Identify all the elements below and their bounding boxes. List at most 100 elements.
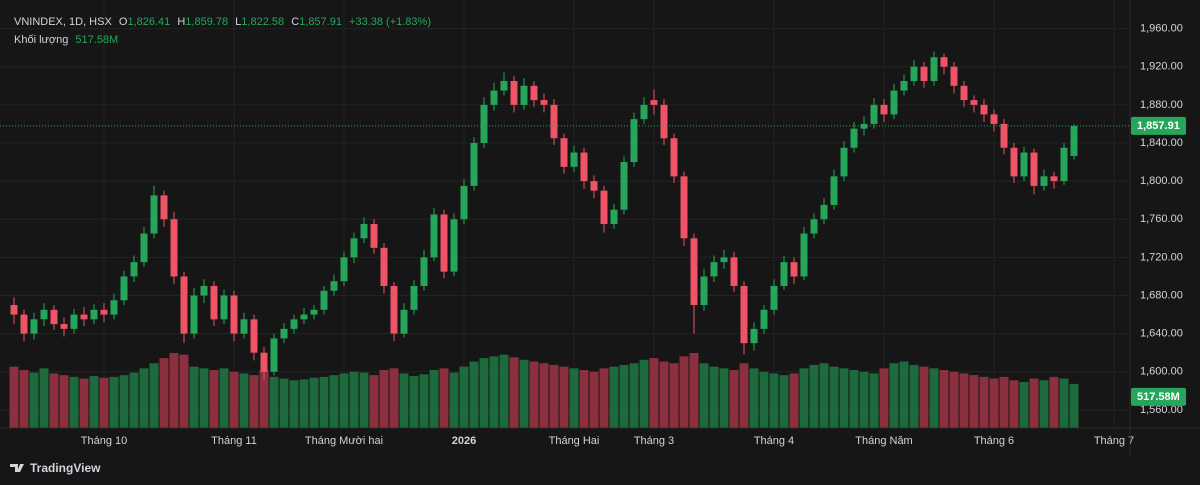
candle-body xyxy=(480,104,488,143)
candle-body xyxy=(1050,176,1058,182)
volume-bar xyxy=(569,368,579,428)
candle-body xyxy=(530,85,538,101)
candle-body xyxy=(150,195,158,234)
candle-body xyxy=(820,204,828,220)
volume-bar xyxy=(929,368,939,428)
volume-bar xyxy=(699,363,709,428)
volume-bar xyxy=(79,378,89,428)
x-tick-label: 2026 xyxy=(452,435,476,447)
volume-bar xyxy=(429,370,439,428)
volume-bar xyxy=(379,370,389,428)
volume-bar xyxy=(849,370,859,428)
volume-bar xyxy=(369,375,379,428)
candle-body xyxy=(840,147,848,177)
candle-body xyxy=(440,214,448,272)
volume-bar xyxy=(649,358,659,428)
candle-body xyxy=(490,90,498,105)
volume-bar xyxy=(779,375,789,428)
candle-body xyxy=(450,219,458,272)
candle-body xyxy=(160,195,168,220)
candle-body xyxy=(700,276,708,306)
volume-bar xyxy=(329,375,339,428)
volume-bar xyxy=(269,376,279,428)
candle-body xyxy=(300,314,308,320)
volume-bar xyxy=(899,361,909,428)
l-value: 1,822.58 xyxy=(241,16,284,28)
volume-bar xyxy=(809,364,819,428)
x-tick-label: Tháng 7 xyxy=(1094,435,1134,447)
volume-bar xyxy=(549,364,559,428)
candle-body xyxy=(800,233,808,277)
candle-body xyxy=(520,85,528,105)
h-value: 1,859.78 xyxy=(185,16,228,28)
volume-layer xyxy=(9,353,1079,428)
c-value: 1,857.91 xyxy=(299,16,342,28)
y-tick-label: 1,920.00 xyxy=(1140,61,1183,73)
o-label: O xyxy=(119,16,128,28)
symbol: VNINDEX, 1D, HSX xyxy=(14,16,112,28)
volume-bar xyxy=(49,373,59,428)
y-tick-label: 1,600.00 xyxy=(1140,366,1183,378)
volume-bar xyxy=(619,364,629,428)
volume-bar xyxy=(499,354,509,428)
volume-bar xyxy=(889,363,899,428)
candle-body xyxy=(990,114,998,124)
candle-body xyxy=(190,295,198,334)
volume-bar xyxy=(659,361,669,428)
volume-bar xyxy=(109,376,119,428)
candle-body xyxy=(50,309,58,325)
candle-body xyxy=(170,219,178,277)
y-tick-label: 1,560.00 xyxy=(1140,404,1183,416)
volume-bar xyxy=(759,371,769,428)
volume-bar xyxy=(689,353,699,428)
candle-body xyxy=(610,209,618,225)
volume-bar xyxy=(509,357,519,428)
candle-body xyxy=(670,138,678,177)
volume-bar xyxy=(149,363,159,428)
volume-bar xyxy=(39,368,49,428)
candle-body xyxy=(500,81,508,91)
volume-bar xyxy=(19,370,29,428)
candle-body xyxy=(400,309,408,334)
candle-body xyxy=(350,238,358,258)
candle-body xyxy=(220,295,228,320)
candle-body xyxy=(120,276,128,301)
volume-bar xyxy=(119,375,129,428)
volume-bar xyxy=(859,371,869,428)
volume-bar xyxy=(629,363,639,428)
volume-bar xyxy=(249,375,259,428)
c-label: C xyxy=(291,16,299,28)
candle-layer xyxy=(10,51,1078,380)
candle-body xyxy=(100,309,108,315)
volume-bar xyxy=(979,376,989,428)
logo[interactable]: TradingView xyxy=(10,461,101,475)
volume-bar xyxy=(769,373,779,428)
candle-body xyxy=(760,309,768,329)
candle-body xyxy=(110,300,118,315)
x-tick-label: Tháng 4 xyxy=(754,435,794,447)
candle-body xyxy=(550,104,558,139)
volume-bar xyxy=(999,376,1009,428)
volume-bar xyxy=(579,370,589,428)
volume-bar xyxy=(959,373,969,428)
x-tick-label: Tháng 10 xyxy=(81,435,127,447)
candle-body xyxy=(810,219,818,234)
candle-body xyxy=(360,224,368,239)
x-tick-label: Tháng Hai xyxy=(549,435,600,447)
volume-bar xyxy=(709,366,719,428)
volume-bar xyxy=(1039,380,1049,428)
volume-bar xyxy=(949,371,959,428)
candle-body xyxy=(470,142,478,186)
y-tick-label: 1,680.00 xyxy=(1140,289,1183,301)
candle-body xyxy=(270,338,278,372)
volume-bar xyxy=(219,368,229,428)
volume-legend: Khối lượng 517.58M xyxy=(14,34,118,46)
candle-body xyxy=(950,66,958,86)
candle-body xyxy=(540,100,548,105)
candle-body xyxy=(750,328,758,344)
axis-layer: 1,560.00 1,600.00 1,640.00 1,680.00 1,720.00… xyxy=(0,0,1200,455)
volume-bar xyxy=(139,368,149,428)
candle-body xyxy=(920,66,928,82)
volume-bar xyxy=(309,377,319,428)
candle-body xyxy=(240,319,248,334)
